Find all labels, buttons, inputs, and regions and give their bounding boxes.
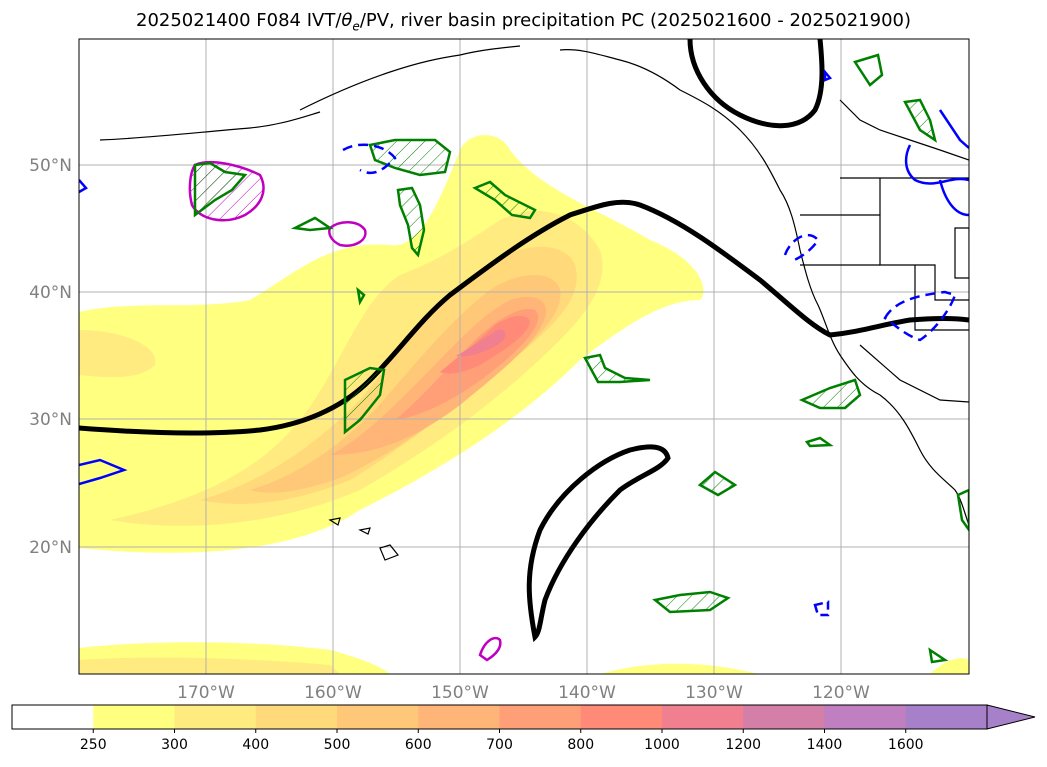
lon-label-160w: 160°W (304, 683, 362, 703)
colorbar-label: 600 (405, 737, 432, 753)
latitude-labels: 50°N 40°N 30°N 20°N (29, 156, 72, 558)
pv-contours (79, 39, 969, 643)
colorbar-label: 300 (161, 737, 188, 753)
colorbar-label: 700 (486, 737, 513, 753)
ivt-shading (79, 135, 969, 674)
colorbar-extend-arrow (986, 704, 1036, 730)
lon-label-170w: 170°W (177, 683, 235, 703)
colorbar-segment (662, 705, 744, 729)
colorbar-label: 1600 (888, 737, 924, 753)
colorbar-segment (580, 705, 663, 729)
colorbar-segment (174, 705, 257, 729)
colorbar: 250 300 400 500 600 700 800 1000 1200 1400 1600 (11, 704, 1036, 753)
map-title: 2025021400 F084 IVT/θe/PV, river basin p… (136, 10, 911, 34)
lat-label-40n: 40°N (29, 283, 72, 303)
lat-label-50n: 50°N (29, 156, 72, 176)
colorbar-label: 1400 (807, 737, 843, 753)
colorbar-segment (418, 705, 500, 729)
colorbar-label: 400 (242, 737, 269, 753)
lat-label-20n: 20°N (29, 538, 72, 558)
colorbar-label: 250 (80, 737, 107, 753)
colorbar-segment (12, 705, 94, 729)
lon-label-120w: 120°W (812, 683, 870, 703)
colorbar-segment (743, 705, 825, 729)
colorbar-segment (824, 705, 907, 729)
map-border (78, 38, 970, 675)
colorbar-segment (337, 705, 419, 729)
colorbar-segment (255, 705, 338, 729)
colorbar-label: 1000 (644, 737, 680, 753)
colorbar-label: 800 (567, 737, 594, 753)
precip-contours (79, 53, 969, 664)
colorbar-segment (499, 705, 582, 729)
colorbar-segment (93, 705, 175, 729)
colorbar-segment (905, 705, 988, 729)
lon-label-150w: 150°W (431, 683, 489, 703)
colorbar-label: 500 (324, 737, 351, 753)
coastlines (99, 45, 969, 561)
lon-label-130w: 130°W (685, 683, 743, 703)
lat-label-30n: 30°N (29, 410, 72, 430)
longitude-labels: 170°W 160°W 150°W 140°W 130°W 120°W (177, 683, 870, 703)
colorbar-label: 1200 (725, 737, 761, 753)
lon-label-140w: 140°W (558, 683, 616, 703)
